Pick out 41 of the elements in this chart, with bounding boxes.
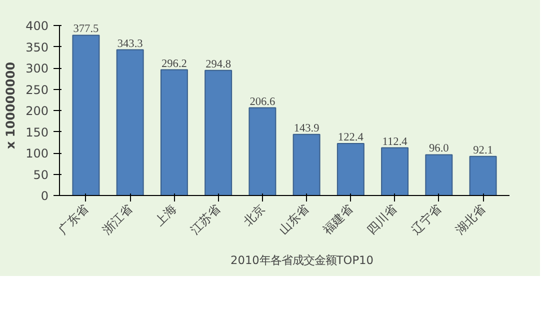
bar <box>292 134 320 196</box>
text: 112.4 <box>382 136 408 148</box>
y-tick-label: 150 <box>26 125 48 140</box>
bar <box>160 69 188 196</box>
bar <box>116 49 144 196</box>
text: 377.5 <box>73 23 99 36</box>
x-tick-label: 四川省 <box>364 202 400 237</box>
bar <box>336 143 364 196</box>
text: 2010年各省成交金额TOP10 <box>230 252 374 268</box>
x-tick-label: 湖北省 <box>452 202 488 237</box>
bar <box>381 147 409 196</box>
x-tick-label: 山东省 <box>276 202 312 237</box>
y-tick-label: 50 <box>33 168 49 182</box>
text: 206.6 <box>250 96 276 108</box>
text: 122.4 <box>338 132 364 144</box>
y-tick-label: 350 <box>26 40 48 54</box>
x-tick-label: 上海 <box>152 202 180 228</box>
y-tick-label: 400 <box>26 19 48 34</box>
x-tick-label: 福建省 <box>320 202 356 237</box>
bar <box>72 34 100 196</box>
x-tick-label: 广东省 <box>56 202 91 237</box>
text: 343.3 <box>117 38 143 50</box>
bar <box>248 107 276 196</box>
y-tick-label: 100 <box>26 146 48 161</box>
x-tick-label: 辽宁省 <box>408 202 444 237</box>
bar <box>204 70 232 196</box>
text: 296.2 <box>161 58 187 70</box>
y-tick-label: 300 <box>26 62 48 76</box>
text: 92.1 <box>473 144 493 156</box>
x-tick-label: 浙江省 <box>100 202 136 237</box>
bar <box>469 156 497 196</box>
text: 96.0 <box>429 142 449 155</box>
y-tick-label: 0 <box>40 189 49 203</box>
y-axis-title: x 100000000 <box>4 62 18 150</box>
y-tick-label: 200 <box>26 104 48 118</box>
x-tick-label: 江苏省 <box>188 202 224 237</box>
text: 143.9 <box>294 122 320 134</box>
bar <box>425 154 453 196</box>
text: 294.8 <box>206 58 232 70</box>
x-tick-label: 北京 <box>240 202 268 228</box>
y-tick-label: 250 <box>26 82 48 97</box>
